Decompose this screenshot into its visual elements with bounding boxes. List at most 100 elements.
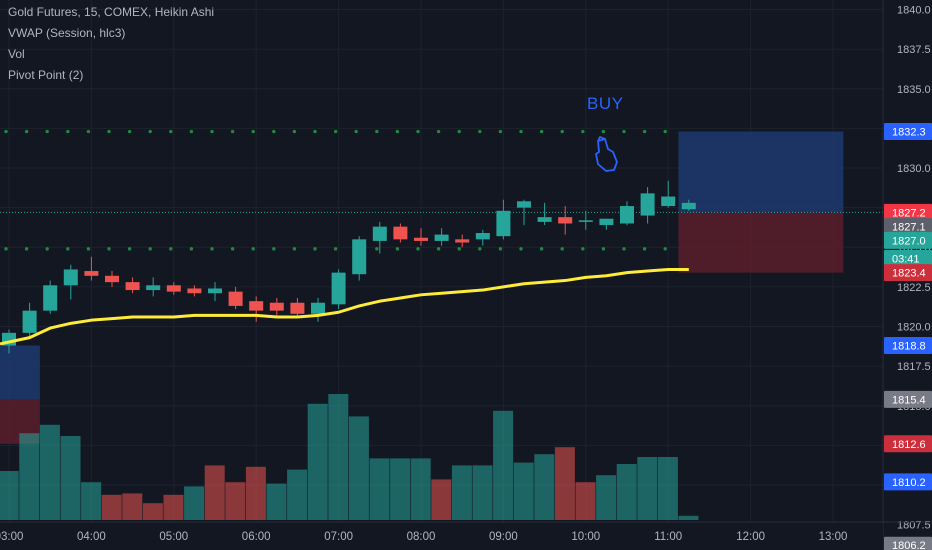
candle[interactable] <box>290 297 305 318</box>
candle-body[interactable] <box>517 201 531 208</box>
candle[interactable] <box>640 187 655 224</box>
price-label-badge: 1827.0 <box>884 231 932 249</box>
candle-body[interactable] <box>599 218 614 226</box>
time-tick-label: 11:00 <box>654 531 682 543</box>
volume-bar <box>245 466 266 520</box>
candle-body[interactable] <box>166 285 181 292</box>
candle-body[interactable] <box>475 232 490 240</box>
price-label-text: 1812.6 <box>892 439 926 451</box>
candle[interactable] <box>434 228 449 246</box>
candle-body[interactable] <box>455 239 470 243</box>
time-tick-label: 09:00 <box>489 531 518 543</box>
candle[interactable] <box>208 282 222 302</box>
candle-body[interactable] <box>22 310 37 333</box>
price-label-bg <box>884 231 932 249</box>
price-label-badge: 1815.4 <box>884 390 932 408</box>
price-label-badge: 1832.3 <box>884 123 932 141</box>
candle[interactable] <box>84 256 99 281</box>
candle-body[interactable] <box>661 196 676 207</box>
price-label-text: 1827.0 <box>892 235 926 247</box>
volume-indicator-label[interactable]: Vol <box>8 47 25 61</box>
candle-body[interactable] <box>372 226 387 241</box>
candle-body[interactable] <box>187 288 202 294</box>
candle[interactable] <box>455 234 470 248</box>
candle[interactable] <box>578 210 593 230</box>
candle[interactable] <box>475 229 490 246</box>
candle-body[interactable] <box>208 288 222 294</box>
candle-body[interactable] <box>125 282 140 291</box>
symbol-title[interactable]: Gold Futures, 15, COMEX, Heikin Ashi <box>8 5 215 19</box>
candle-body[interactable] <box>290 302 305 314</box>
candle-body[interactable] <box>681 202 696 210</box>
pivot-indicator-label[interactable]: Pivot Point (2) <box>8 68 84 82</box>
candle[interactable] <box>228 286 243 310</box>
candle[interactable] <box>105 271 119 287</box>
candle[interactable] <box>22 302 37 340</box>
candle[interactable] <box>249 296 264 322</box>
pivot-dot <box>375 247 379 251</box>
candle-body[interactable] <box>496 210 511 237</box>
candle[interactable] <box>661 180 676 208</box>
price-label-bg <box>884 264 932 282</box>
volume-bar <box>575 482 596 520</box>
candle-body[interactable] <box>105 275 119 283</box>
candle[interactable] <box>352 236 367 281</box>
candle-body[interactable] <box>620 206 634 224</box>
pivot-dot <box>4 247 8 251</box>
volume-bar <box>637 457 658 520</box>
candle-body[interactable] <box>393 226 408 240</box>
candle[interactable] <box>166 282 181 295</box>
candle[interactable] <box>414 228 428 246</box>
pivot-dot <box>663 129 667 134</box>
candle[interactable] <box>187 285 202 297</box>
candle-body[interactable] <box>331 272 346 305</box>
candle[interactable] <box>146 277 161 297</box>
volume-bar <box>410 458 431 520</box>
candle-body[interactable] <box>640 193 655 216</box>
candle-body[interactable] <box>43 285 58 311</box>
candle-body[interactable] <box>434 234 449 241</box>
pivot-dot <box>333 129 338 134</box>
candle-body[interactable] <box>63 269 78 286</box>
candle[interactable] <box>517 199 531 226</box>
price-axis[interactable]: 1840.01837.51835.01832.51830.01827.51825… <box>882 0 932 550</box>
volume-bar <box>163 494 184 520</box>
candle[interactable] <box>599 218 614 230</box>
candle[interactable] <box>125 277 140 294</box>
volume-bar <box>287 469 308 520</box>
candle-body[interactable] <box>311 302 325 314</box>
time-axis[interactable]: 03:00 04:00 05:00 06:00 07:00 08:00 09:00 10:00… <box>0 521 932 550</box>
vwap-indicator-label[interactable]: VWAP (Session, hlc3) <box>8 26 126 40</box>
time-tick-label: 13:00 <box>819 531 848 543</box>
candle-body[interactable] <box>558 217 573 224</box>
candle[interactable] <box>681 199 696 211</box>
candle-body[interactable] <box>269 302 284 311</box>
candle[interactable] <box>269 297 284 318</box>
volume-bar <box>307 403 328 520</box>
candle[interactable] <box>63 264 78 300</box>
candle-body[interactable] <box>228 291 243 306</box>
pivot-dot <box>313 247 317 251</box>
candle[interactable] <box>331 269 346 310</box>
candle-body[interactable] <box>352 239 367 275</box>
pivot-dot <box>272 129 276 134</box>
candle-body[interactable] <box>414 237 428 241</box>
candle[interactable] <box>43 280 58 314</box>
pivot-dot <box>478 247 482 251</box>
price-label-text: 1818.8 <box>892 341 926 353</box>
candlesticks[interactable] <box>2 180 696 354</box>
candle[interactable] <box>393 223 408 243</box>
price-label-bg <box>884 249 932 267</box>
candle[interactable] <box>372 221 387 254</box>
candle-body[interactable] <box>84 271 99 276</box>
candle[interactable] <box>558 206 573 235</box>
candle[interactable] <box>496 199 511 240</box>
candle-body[interactable] <box>578 220 593 222</box>
candle[interactable] <box>620 201 634 226</box>
candle-body[interactable] <box>537 217 552 222</box>
candle[interactable] <box>311 297 325 322</box>
candle-body[interactable] <box>146 285 161 291</box>
candle[interactable] <box>537 202 552 226</box>
candle-body[interactable] <box>249 301 264 311</box>
